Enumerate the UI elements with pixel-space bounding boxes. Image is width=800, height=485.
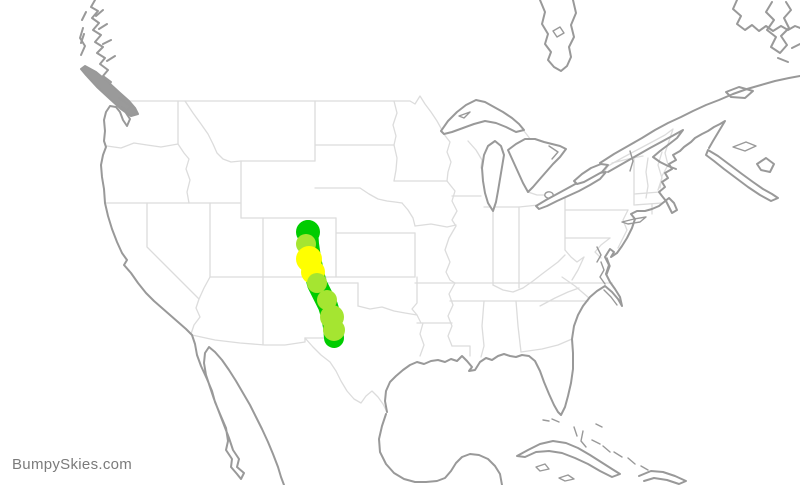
coast-mexico-south — [378, 413, 503, 485]
georgian-bay — [548, 145, 559, 160]
border-delaware-river — [617, 209, 629, 249]
chesapeake-tidewater — [596, 246, 611, 285]
lake-superior — [440, 99, 525, 135]
border-wi-mi-up — [467, 140, 483, 169]
florida-keys — [542, 418, 560, 423]
border-sd-mn — [393, 144, 398, 182]
coast-pacific — [100, 97, 285, 485]
coast-bahamas — [573, 423, 649, 471]
border-la-ms — [451, 345, 471, 357]
coast-st-lawrence-north — [599, 75, 800, 164]
coast-cape-breton — [756, 157, 775, 173]
flight-route-overlay — [296, 220, 345, 348]
lake-ontario — [573, 163, 609, 185]
border-tx-la — [419, 322, 425, 357]
border-al-ms — [480, 300, 485, 358]
border-fl-ga — [520, 338, 573, 353]
border-sd-ne — [314, 187, 403, 204]
watermark: BumpySkies.com — [12, 456, 133, 473]
isle-royale — [458, 111, 471, 119]
route-segment-marker — [307, 273, 327, 293]
border-red-river-north — [392, 100, 398, 146]
coast-hispaniola — [638, 470, 687, 485]
border-mn-wi — [442, 132, 452, 182]
border-rio-grande — [304, 337, 388, 413]
border-red-river-tx-ok — [357, 305, 418, 316]
coast-haida-gwaii — [79, 27, 86, 56]
vancouver-island — [80, 65, 139, 117]
state-and-national-borders — [104, 95, 674, 413]
border-vt-nh — [645, 157, 649, 199]
border-ohio-river — [492, 254, 566, 293]
isla-juventud — [535, 463, 550, 472]
coast-hudson-bay — [539, 0, 577, 72]
border-nv-az — [198, 276, 211, 300]
coast-jamaica — [558, 474, 575, 482]
border-ok-ar — [411, 276, 422, 324]
border-missouri-river-ne — [401, 202, 416, 227]
border-savannah-river — [561, 276, 590, 299]
border-nh-me — [657, 151, 663, 191]
coast-anticosti — [725, 86, 754, 99]
border-ma-north — [633, 191, 661, 195]
lake-michigan — [481, 140, 505, 212]
border-id-mt — [184, 100, 242, 163]
coast-gulf-atlantic — [384, 120, 726, 416]
coast-pei — [732, 141, 757, 152]
lake-huron — [507, 138, 567, 193]
border-ma-ct-ri — [633, 202, 663, 215]
border-mississippi-river-south — [447, 282, 456, 347]
route-segment-marker — [323, 319, 345, 341]
coast-labrador — [732, 0, 800, 32]
border-us-canada — [124, 95, 443, 131]
coast-james-bay-island — [552, 26, 565, 38]
coast-newfoundland — [765, 1, 800, 63]
lake-erie — [535, 171, 607, 210]
border-wa-or — [106, 142, 179, 149]
border-mississippi-river-mid — [444, 180, 458, 284]
coast-long-island — [621, 216, 647, 225]
border-wv — [564, 249, 585, 281]
lake-champlain — [629, 150, 634, 172]
coast-cuba — [516, 440, 621, 478]
border-nc-sc — [539, 287, 580, 307]
coast-nova-scotia — [705, 149, 779, 202]
outer-banks — [603, 289, 618, 306]
border-ca-nv-az — [146, 202, 201, 335]
border-ga-al — [515, 300, 522, 353]
border-ia-mo — [414, 223, 457, 228]
coast-gaspe — [607, 129, 684, 173]
border-or-id — [177, 143, 191, 204]
border-us-mexico-west — [191, 334, 306, 346]
coastlines — [79, 0, 800, 485]
coast-bc-fjords — [80, 0, 120, 99]
